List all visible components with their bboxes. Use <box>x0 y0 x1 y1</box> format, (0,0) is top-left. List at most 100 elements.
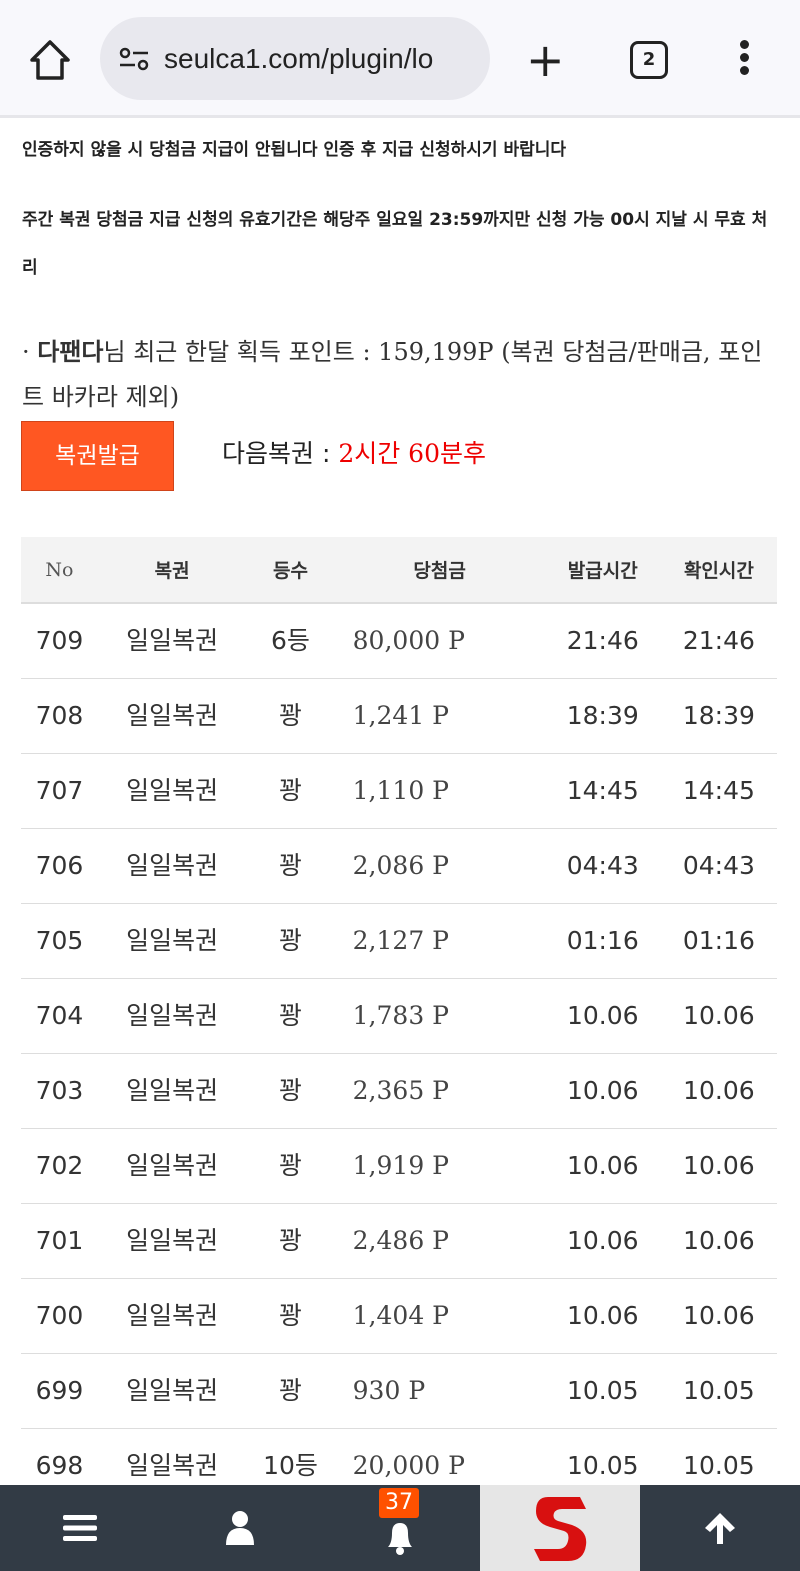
nav-menu-button[interactable] <box>0 1485 160 1571</box>
tab-switcher-button[interactable]: 2 <box>630 41 668 79</box>
cell-rank: 꽝 <box>246 1053 335 1129</box>
cell-lottery: 일일복권 <box>97 1278 247 1354</box>
cell-issued: 10.06 <box>544 978 661 1054</box>
table-row: 703 일일복권 꽝 2,365 P 10.06 10.06 <box>21 1053 777 1129</box>
cell-lottery: 일일복권 <box>97 603 247 679</box>
table-row: 705 일일복권 꽝 2,127 P 01:16 01:16 <box>21 903 777 979</box>
cell-prize: 1,919 P <box>334 1128 545 1204</box>
site-settings-icon[interactable] <box>118 47 150 71</box>
cell-issued: 10.05 <box>544 1353 661 1429</box>
cell-no: 709 <box>21 603 98 679</box>
address-bar[interactable]: seulca1.com/plugin/lo <box>100 17 490 100</box>
cell-issued: 21:46 <box>544 603 661 679</box>
home-icon[interactable] <box>28 38 72 82</box>
table-row: 704 일일복권 꽝 1,783 P 10.06 10.06 <box>21 978 777 1054</box>
username: 다팬다 <box>37 338 104 366</box>
new-tab-icon[interactable]: + <box>526 33 565 87</box>
table-row: 706 일일복권 꽝 2,086 P 04:43 04:43 <box>21 828 777 904</box>
cell-checked: 21:46 <box>660 603 777 679</box>
header-prize: 당첨금 <box>334 537 545 604</box>
table-header-row: No 복권 등수 당첨금 발급시간 확인시간 <box>21 537 777 604</box>
cell-issued: 10.06 <box>544 1278 661 1354</box>
cell-lottery: 일일복권 <box>97 678 247 754</box>
cell-issued: 14:45 <box>544 753 661 829</box>
url-text: seulca1.com/plugin/lo <box>164 42 434 74</box>
cell-rank: 꽝 <box>246 1353 335 1429</box>
header-issued: 발급시간 <box>544 537 661 604</box>
cell-prize: 1,241 P <box>334 678 545 754</box>
logo-s-icon <box>534 1497 587 1561</box>
site-logo[interactable] <box>480 1485 640 1571</box>
cell-checked: 10.06 <box>660 1278 777 1354</box>
cell-no: 699 <box>21 1353 98 1429</box>
cell-issued: 18:39 <box>544 678 661 754</box>
table-row: 701 일일복권 꽝 2,486 P 10.06 10.06 <box>21 1203 777 1279</box>
nav-user-button[interactable] <box>160 1485 320 1571</box>
cell-rank: 꽝 <box>246 1278 335 1354</box>
scroll-top-button[interactable] <box>640 1485 800 1571</box>
table-row: 699 일일복권 꽝 930 P 10.05 10.05 <box>21 1353 777 1429</box>
user-icon <box>226 1511 254 1545</box>
notice-validity: 주간 복권 당첨금 지급 신청의 유효기간은 해당주 일요일 23:59까지만 … <box>22 210 768 278</box>
cell-no: 702 <box>21 1128 98 1204</box>
cell-checked: 10.05 <box>660 1353 777 1429</box>
cell-lottery: 일일복권 <box>97 978 247 1054</box>
nav-notification-button[interactable] <box>320 1485 480 1571</box>
header-lottery: 복권 <box>97 537 247 604</box>
cell-no: 705 <box>21 903 98 979</box>
cell-lottery: 일일복권 <box>97 903 247 979</box>
browser-toolbar: seulca1.com/plugin/lo + 2 <box>0 0 800 118</box>
bottom-nav: 37 <box>0 1485 800 1571</box>
arrow-up-icon <box>705 1513 735 1544</box>
cell-prize: 1,110 P <box>334 753 545 829</box>
cell-checked: 18:39 <box>660 678 777 754</box>
cell-issued: 01:16 <box>544 903 661 979</box>
cell-lottery: 일일복권 <box>97 828 247 904</box>
cell-rank: 꽝 <box>246 753 335 829</box>
cell-lottery: 일일복권 <box>97 1128 247 1204</box>
more-menu-icon[interactable] <box>740 40 752 79</box>
next-time: 2시간 60분후 <box>338 439 486 468</box>
cell-checked: 10.06 <box>660 1053 777 1129</box>
cell-rank: 꽝 <box>246 828 335 904</box>
next-lottery: 다음복권 : 2시간 60분후 <box>222 434 486 470</box>
cell-rank: 꽝 <box>246 978 335 1054</box>
cell-prize: 2,486 P <box>334 1203 545 1279</box>
bullet: · <box>22 338 38 366</box>
cell-no: 703 <box>21 1053 98 1129</box>
points-text: 님 최근 한달 획득 포인트 : 159,199P (복권 당첨금/판매금, 포… <box>22 338 763 411</box>
cell-lottery: 일일복권 <box>97 1203 247 1279</box>
cell-issued: 10.06 <box>544 1128 661 1204</box>
issue-lottery-button[interactable]: 복권발급 <box>21 421 174 491</box>
notice-verification: 인증하지 않을 시 당첨금 지급이 안됩니다 인증 후 지급 신청하시기 바랍니… <box>22 140 567 160</box>
cell-rank: 꽝 <box>246 678 335 754</box>
cell-rank: 꽝 <box>246 903 335 979</box>
cell-issued: 10.06 <box>544 1053 661 1129</box>
table-row: 702 일일복권 꽝 1,919 P 10.06 10.06 <box>21 1128 777 1204</box>
cell-no: 704 <box>21 978 98 1054</box>
cell-rank: 6등 <box>246 603 335 679</box>
hamburger-icon <box>63 1515 97 1541</box>
cell-prize: 1,783 P <box>334 978 545 1054</box>
cell-lottery: 일일복권 <box>97 1053 247 1129</box>
cell-checked: 14:45 <box>660 753 777 829</box>
table-row: 708 일일복권 꽝 1,241 P 18:39 18:39 <box>21 678 777 754</box>
cell-no: 706 <box>21 828 98 904</box>
cell-checked: 10.06 <box>660 1128 777 1204</box>
table-row: 709 일일복권 6등 80,000 P 21:46 21:46 <box>21 603 777 679</box>
table-row: 707 일일복권 꽝 1,110 P 14:45 14:45 <box>21 753 777 829</box>
cell-checked: 04:43 <box>660 828 777 904</box>
next-label: 다음복권 : <box>222 439 339 468</box>
cell-checked: 01:16 <box>660 903 777 979</box>
cell-prize: 80,000 P <box>334 603 545 679</box>
cell-checked: 10.06 <box>660 1203 777 1279</box>
table-row: 700 일일복권 꽝 1,404 P 10.06 10.06 <box>21 1278 777 1354</box>
cell-prize: 2,086 P <box>334 828 545 904</box>
header-no: No <box>21 537 98 604</box>
cell-prize: 930 P <box>334 1353 545 1429</box>
cell-no: 700 <box>21 1278 98 1354</box>
cell-prize: 1,404 P <box>334 1278 545 1354</box>
cell-prize: 2,365 P <box>334 1053 545 1129</box>
cell-issued: 04:43 <box>544 828 661 904</box>
bell-icon <box>388 1523 412 1555</box>
